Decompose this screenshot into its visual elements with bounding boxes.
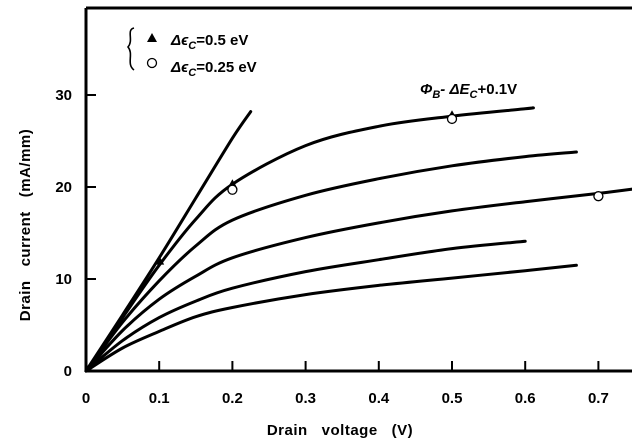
y-tick-label: 30 bbox=[55, 87, 72, 104]
series-line bbox=[84, 150, 578, 373]
circle-data-point bbox=[593, 191, 604, 202]
legend-label-triangle: ΔϵC=0.5 eV bbox=[170, 32, 248, 52]
x-tick-label: 0.2 bbox=[222, 390, 243, 407]
y-tick-label: 20 bbox=[55, 179, 72, 196]
series-line bbox=[84, 106, 535, 373]
legend-circle-marker bbox=[146, 57, 158, 69]
series-line bbox=[84, 239, 527, 373]
y-axis-title: Drain current (mA/mm) bbox=[17, 129, 34, 322]
x-tick-label: 0 bbox=[82, 390, 90, 407]
x-tick-label: 0.6 bbox=[515, 390, 536, 407]
axes bbox=[84, 6, 632, 373]
ticks: 0 0.1 0.2 0.3 0.4 0.5 0.6 0.7 0 10 20 30 bbox=[55, 87, 609, 407]
x-tick-label: 0.4 bbox=[368, 390, 390, 407]
series-line bbox=[84, 187, 632, 373]
markers bbox=[154, 110, 604, 265]
circle-data-point bbox=[227, 184, 238, 195]
triangle-data-point bbox=[154, 255, 165, 265]
series-line bbox=[84, 263, 578, 373]
circle-data-point bbox=[446, 113, 458, 125]
series-line bbox=[84, 110, 253, 373]
x-tick-label: 0.5 bbox=[442, 390, 463, 407]
legend-label-circle: ΔϵC=0.25 eV bbox=[170, 59, 257, 79]
y-tick-label: 10 bbox=[55, 271, 72, 288]
x-tick-label: 0.1 bbox=[149, 390, 170, 407]
x-axis-title: Drain voltage (V) bbox=[267, 422, 413, 439]
legend: ΔϵC=0.5 eV ΔϵC=0.25 eV bbox=[126, 27, 257, 79]
curves bbox=[84, 106, 632, 373]
legend-brace bbox=[126, 27, 135, 71]
x-tick-label: 0.7 bbox=[588, 390, 609, 407]
y-tick-label: 0 bbox=[64, 363, 72, 380]
barrier-annotation: ΦB- ΔEC+0.1V bbox=[420, 81, 517, 101]
legend-triangle-marker bbox=[147, 33, 157, 42]
x-tick-label: 0.3 bbox=[295, 390, 316, 407]
